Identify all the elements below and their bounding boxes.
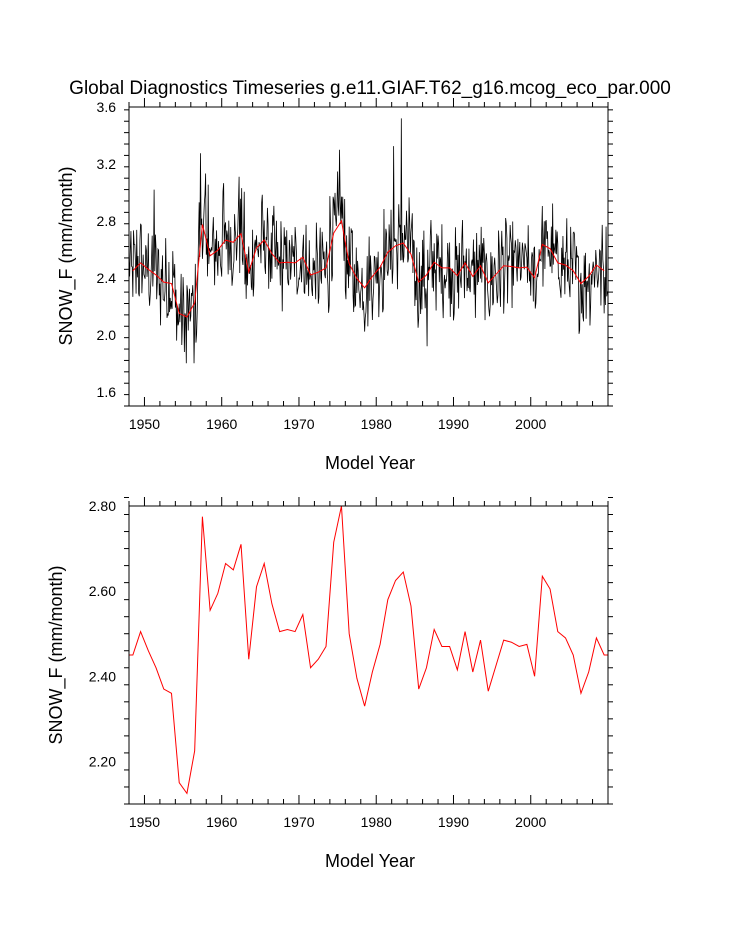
x-tick-label: 1970 [283,416,314,432]
x-tick-label: 1980 [361,814,392,830]
series-group [128,118,608,364]
x-tick-label: 1960 [206,814,237,830]
y-tick-label: 2.20 [89,753,116,769]
series-line-annual-mean [129,505,608,795]
y-tick-label: 2.60 [89,583,116,599]
y-tick-label: 2.4 [97,270,117,286]
monthly-timeseries-chart: 1950 1960 1970 1980 1990 2000 1.6 2.0 2.4 2.8 3.2 3… [56,98,613,473]
x-tick-label: 1950 [129,416,160,432]
x-tick-label: 2000 [515,416,546,432]
x-tick-label: 1990 [438,416,469,432]
x-tick-label: 2000 [515,814,546,830]
y-tick-label: 2.80 [89,498,116,514]
y-tick-label: 1.6 [97,384,117,400]
series-line-annual-mean [132,219,605,318]
y-axis-label: SNOW_F (mm/month) [56,166,77,345]
y-tick-label: 2.0 [97,327,117,343]
x-tick-label: 1960 [206,416,237,432]
tick-group: 1950 1960 1970 1980 1990 2000 2.20 2.40 2.60 2.80 [89,496,613,830]
y-tick-label: 3.2 [97,156,117,172]
y-tick-label: 2.8 [97,213,117,229]
figure-title: Global Diagnostics Timeseries g.e11.GIAF… [69,78,671,99]
plot-frame [128,505,609,805]
y-tick-label: 3.6 [97,99,117,115]
x-tick-label: 1970 [283,814,314,830]
annual-mean-chart: 1950 1960 1970 1980 1990 2000 2.20 2.40 2.60 2.80… [46,496,613,871]
x-tick-label: 1990 [438,814,469,830]
plot-frame [128,106,609,407]
y-axis-label: SNOW_F (mm/month) [46,565,67,744]
series-group [129,505,608,795]
x-axis-label: Model Year [325,453,415,473]
tick-group: 1950 1960 1970 1980 1990 2000 1.6 2.0 2.4 2.8 3.2 3… [97,98,613,432]
x-tick-label: 1950 [129,814,160,830]
y-tick-label: 2.40 [89,668,116,684]
x-tick-label: 1980 [361,416,392,432]
x-axis-label: Model Year [325,851,415,871]
